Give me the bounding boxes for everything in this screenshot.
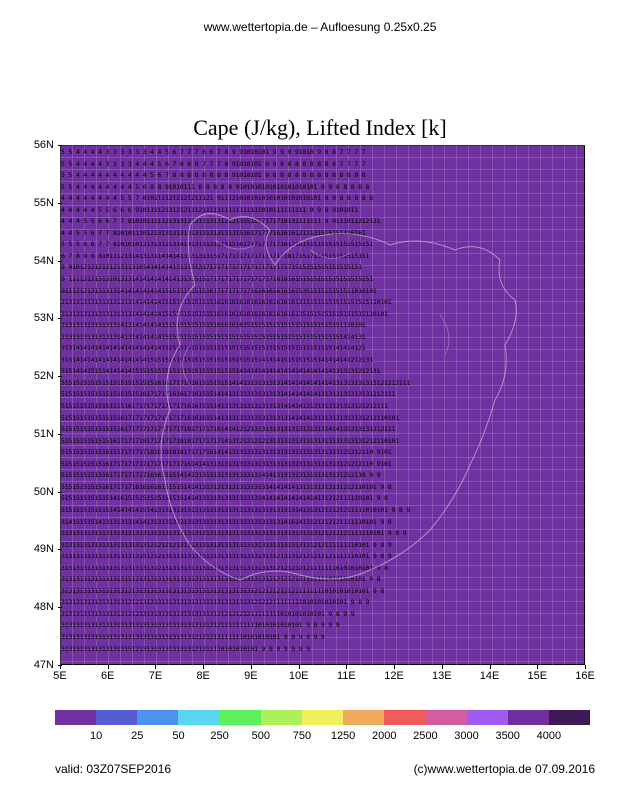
colorbar-label: 2500 (413, 730, 437, 742)
x-tick (108, 665, 109, 669)
x-tick-label: 5E (53, 670, 66, 682)
colorbar-swatch (384, 710, 425, 725)
x-tick-label: 7E (149, 670, 162, 682)
colorbar-label: 250 (210, 730, 228, 742)
footer-valid: valid: 03Z07SEP2016 (55, 762, 171, 776)
y-tick-label: 54N (34, 255, 54, 267)
y-tick-label: 51N (34, 428, 54, 440)
x-tick-label: 8E (196, 670, 209, 682)
colorbar-label: 25 (131, 730, 143, 742)
colorbar-swatch (508, 710, 549, 725)
colorbar-swatch (178, 710, 219, 725)
x-tick (299, 665, 300, 669)
chart-data-text: 5 5 4 4 4 4 3 3 3 3 3 3 4 4 5 6 7 7 7 6 … (60, 145, 585, 665)
x-tick (490, 665, 491, 669)
y-tick (58, 261, 62, 262)
colorbar-swatch (96, 710, 137, 725)
x-tick-label: 16E (575, 670, 595, 682)
colorbar-swatch (55, 710, 96, 725)
y-tick (58, 549, 62, 550)
colorbar-swatch (467, 710, 508, 725)
y-tick-label: 47N (34, 659, 54, 671)
colorbar-swatch (261, 710, 302, 725)
colorbar-swatch (302, 710, 343, 725)
x-tick-label: 14E (480, 670, 500, 682)
x-tick (537, 665, 538, 669)
colorbar-label: 500 (252, 730, 270, 742)
x-tick (155, 665, 156, 669)
x-tick (251, 665, 252, 669)
y-tick-label: 48N (34, 601, 54, 613)
colorbar (55, 710, 590, 725)
y-tick (58, 607, 62, 608)
colorbar-label: 2000 (372, 730, 396, 742)
colorbar-label: 10 (90, 730, 102, 742)
y-tick-label: 52N (34, 370, 54, 382)
y-tick (58, 492, 62, 493)
colorbar-label: 1250 (331, 730, 355, 742)
x-tick-label: 9E (244, 670, 257, 682)
header-text: www.wettertopia.de – Aufloesung 0.25x0.2… (0, 20, 640, 34)
colorbar-swatch (137, 710, 178, 725)
colorbar-label: 750 (293, 730, 311, 742)
x-tick-label: 12E (384, 670, 404, 682)
chart-area: 5 5 4 4 4 4 3 3 3 3 3 3 4 4 5 6 7 7 7 6 … (60, 145, 585, 665)
colorbar-label: 3000 (454, 730, 478, 742)
x-tick (60, 665, 61, 669)
x-tick (203, 665, 204, 669)
y-tick-label: 50N (34, 486, 54, 498)
x-tick-label: 10E (289, 670, 309, 682)
y-axis: 56N55N54N53N52N51N50N49N48N47N (30, 145, 58, 665)
x-tick-label: 11E (337, 670, 356, 682)
x-tick (346, 665, 347, 669)
x-tick (442, 665, 443, 669)
x-tick-label: 6E (101, 670, 114, 682)
y-tick (58, 203, 62, 204)
x-tick (394, 665, 395, 669)
y-tick (58, 434, 62, 435)
y-tick-label: 49N (34, 543, 54, 555)
y-tick (58, 145, 62, 146)
x-axis: 5E6E7E8E9E10E11E12E13E14E15E16E (60, 668, 585, 688)
colorbar-swatch (425, 710, 466, 725)
y-tick-label: 56N (34, 139, 54, 151)
x-tick-label: 13E (432, 670, 452, 682)
colorbar-swatch (549, 710, 590, 725)
colorbar-label: 3500 (495, 730, 519, 742)
colorbar-swatch (343, 710, 384, 725)
colorbar-label: 50 (172, 730, 184, 742)
colorbar-label: 4000 (537, 730, 561, 742)
chart-title: Cape (J/kg), Lifted Index [k] (0, 115, 640, 141)
footer-copyright: (c)www.wettertopia.de 07.09.2016 (414, 762, 595, 776)
y-tick-label: 53N (34, 312, 54, 324)
y-tick-label: 55N (34, 197, 54, 209)
y-tick (58, 376, 62, 377)
y-tick (58, 318, 62, 319)
colorbar-swatch (220, 710, 261, 725)
x-tick (585, 665, 586, 669)
x-tick-label: 15E (527, 670, 547, 682)
